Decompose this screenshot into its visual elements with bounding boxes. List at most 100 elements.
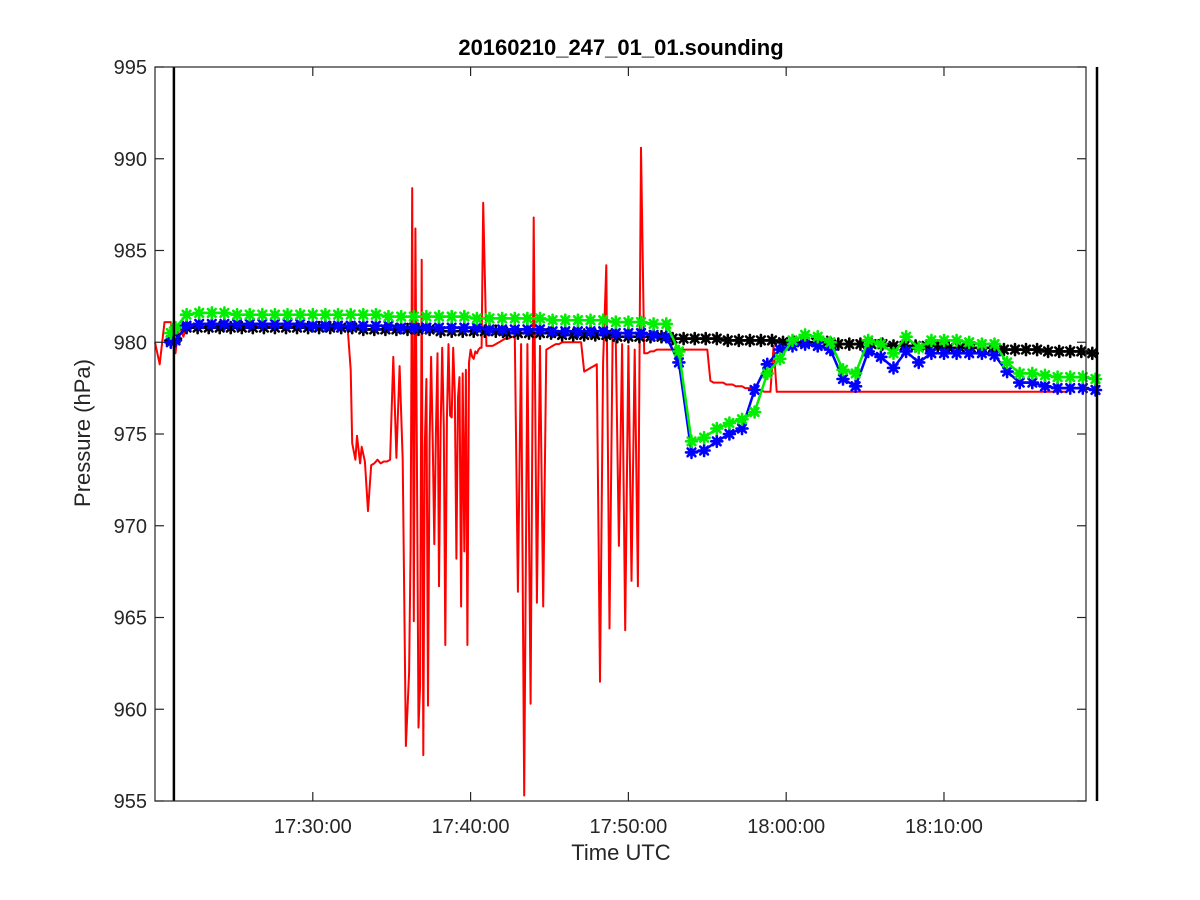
- series-point-marker: [217, 317, 232, 331]
- series-point-marker: [482, 322, 497, 337]
- series-point-marker: [533, 311, 547, 326]
- series-point-marker: [571, 324, 585, 338]
- chart-title: 20160210_247_01_01.sounding: [458, 35, 783, 60]
- series-point-marker: [279, 320, 293, 335]
- series-blue-group: [164, 317, 1103, 460]
- series-point-marker: [941, 341, 956, 355]
- series-point-marker: [369, 307, 383, 322]
- series-point-marker: [394, 320, 408, 335]
- series-point-marker: [217, 306, 232, 320]
- series-point-marker: [776, 335, 790, 350]
- series-point-marker: [899, 329, 913, 344]
- series-point-marker: [747, 405, 762, 419]
- series-point-marker: [596, 324, 610, 338]
- x-tick-label: 17:40:00: [432, 816, 510, 838]
- series-point-marker: [899, 344, 913, 359]
- series-point-marker: [1000, 355, 1014, 370]
- series-point-marker: [558, 324, 573, 338]
- series-point-marker: [495, 322, 509, 337]
- series-point-marker: [444, 309, 459, 324]
- series-point-marker: [659, 329, 674, 344]
- series-point-marker: [583, 324, 598, 338]
- series-point-marker: [520, 311, 535, 326]
- x-tick-label: 17:50:00: [589, 816, 667, 838]
- series-point-marker: [318, 318, 333, 333]
- series-point-marker: [1052, 344, 1066, 359]
- series-point-marker: [609, 326, 623, 340]
- series-point-marker: [545, 313, 560, 327]
- series-point-marker: [823, 335, 838, 350]
- y-tick-label: 970: [114, 516, 147, 538]
- series-point-marker: [1088, 372, 1103, 386]
- series-point-marker: [621, 326, 636, 340]
- series-point-marker: [773, 352, 787, 366]
- series-point-marker: [949, 333, 964, 348]
- series-point-marker: [987, 348, 1002, 362]
- series-point-marker: [268, 307, 282, 322]
- series-point-marker: [179, 307, 194, 322]
- series-point-marker: [986, 341, 1000, 355]
- series-point-marker: [911, 355, 926, 370]
- series-point-marker: [280, 317, 295, 331]
- series-point-marker: [765, 333, 779, 348]
- series-point-marker: [223, 320, 238, 335]
- series-point-marker: [646, 328, 661, 342]
- series-point-marker: [848, 379, 863, 394]
- series-point-marker: [318, 307, 333, 322]
- series-point-marker: [621, 315, 636, 329]
- series-point-marker: [722, 427, 737, 441]
- series-point-marker: [937, 346, 951, 361]
- series-point-marker: [634, 315, 648, 329]
- series-point-marker: [242, 307, 257, 322]
- series-point-marker: [1019, 342, 1033, 357]
- series-point-marker: [381, 318, 396, 333]
- series-point-marker: [853, 337, 868, 351]
- y-tick-label: 980: [114, 332, 147, 354]
- series-point-marker: [747, 383, 762, 397]
- series-point-marker: [367, 322, 382, 337]
- series-point-marker: [411, 322, 426, 337]
- series-point-marker: [632, 329, 647, 344]
- series-point-marker: [609, 315, 623, 329]
- series-point-marker: [306, 307, 320, 322]
- series-point-marker: [444, 320, 459, 335]
- series-point-marker: [710, 421, 724, 436]
- series-point-marker: [836, 363, 850, 377]
- y-tick-label: 955: [114, 791, 147, 813]
- series-point-marker: [164, 335, 178, 350]
- series-point-marker: [842, 337, 857, 351]
- series-point-marker: [457, 320, 472, 335]
- series-point-marker: [710, 434, 724, 449]
- series-point-marker: [489, 324, 503, 338]
- series-point-marker: [886, 339, 901, 353]
- series-point-marker: [545, 324, 560, 338]
- series-point-marker: [381, 309, 396, 324]
- series-raw-line: [154, 146, 1068, 797]
- x-tick-label: 18:00:00: [747, 816, 825, 838]
- series-point-marker: [301, 320, 315, 335]
- series-green-group: [164, 306, 1103, 449]
- y-tick-label: 960: [114, 699, 147, 721]
- series-point-marker: [1008, 342, 1022, 357]
- series-point-marker: [168, 320, 183, 335]
- series-point-marker: [558, 313, 573, 327]
- series-point-marker: [520, 322, 535, 337]
- series-point-marker: [522, 326, 536, 340]
- series-point-marker: [861, 333, 875, 348]
- series-point-marker: [798, 337, 812, 351]
- series-point-marker: [1012, 375, 1027, 390]
- y-tick-label: 965: [114, 608, 147, 630]
- series-point-marker: [164, 326, 178, 340]
- series-point-marker: [179, 318, 194, 333]
- series-point-marker: [433, 324, 448, 338]
- series-point-marker: [419, 320, 434, 335]
- series-point-marker: [964, 341, 978, 355]
- series-point-marker: [577, 328, 591, 342]
- series-point-marker: [571, 313, 585, 327]
- series-point-marker: [1063, 344, 1077, 359]
- series-point-marker: [457, 309, 472, 324]
- series-point-marker: [836, 372, 850, 386]
- x-axis-label: Time UTC: [571, 840, 671, 865]
- series-point-marker: [634, 326, 648, 340]
- series-point-marker: [432, 309, 446, 324]
